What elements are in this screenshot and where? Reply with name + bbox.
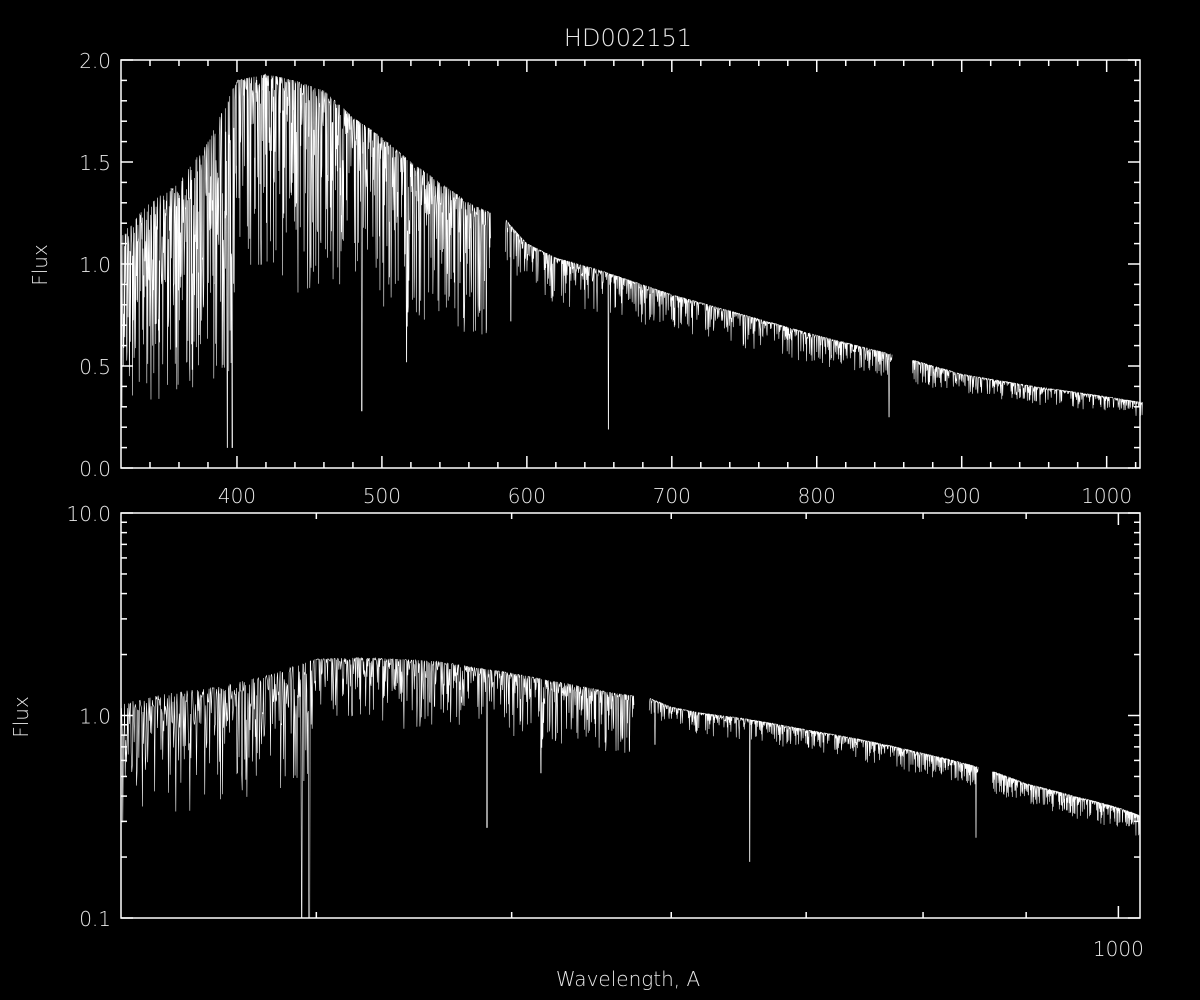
top-panel-linear: 400 500 600 700 800 900 1000 0.0 0.5 1.0 1.5 2.0	[79, 49, 1143, 508]
x-tick-label: 800	[798, 484, 836, 508]
x-tick-label: 600	[508, 484, 546, 508]
y-tick-label: 0.5	[79, 355, 111, 379]
x-axis-label: Wavelength, A	[556, 967, 701, 991]
y-tick-label: 2.0	[79, 49, 111, 73]
x-tick-label: 900	[943, 484, 981, 508]
y-tick-label: 10.0	[66, 502, 111, 526]
chart-title: HD002151	[564, 24, 692, 52]
spectrum-line	[120, 73, 1143, 448]
x-tick-label: 1000	[1081, 484, 1132, 508]
y-tick-label: 0.0	[79, 457, 111, 481]
spectrum-line	[120, 656, 1141, 919]
plot-frame	[120, 512, 1141, 919]
y-tick-label: 1.5	[79, 151, 111, 175]
x-tick-label: 500	[363, 484, 401, 508]
top-y-axis-label: Flux	[28, 244, 52, 286]
x-tick-label: 700	[653, 484, 691, 508]
x-tick-label: 400	[218, 484, 256, 508]
bottom-y-axis-label: Flux	[9, 696, 33, 738]
y-tick-label: 1.0	[79, 705, 111, 729]
y-tick-label: 1.0	[79, 253, 111, 277]
x-tick-label: 1000	[1093, 937, 1144, 961]
bottom-panel-log: 1000 0.1 1.0 10.0	[66, 502, 1143, 961]
y-tick-label: 0.1	[79, 907, 111, 931]
